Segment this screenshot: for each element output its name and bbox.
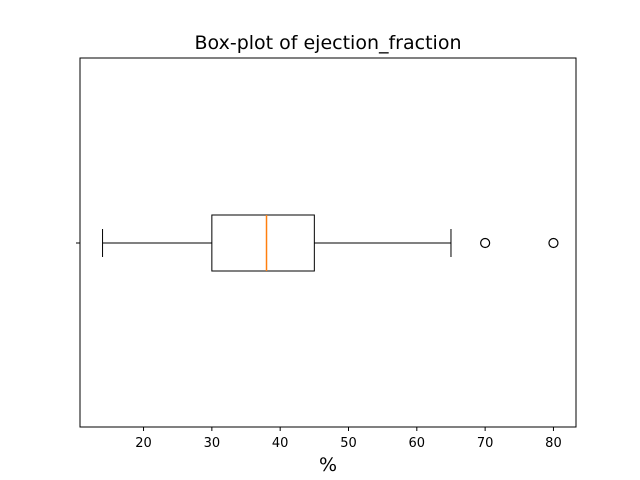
- iqr-box: [211, 214, 315, 272]
- x-axis-label: %: [319, 454, 337, 476]
- outlier-point: [548, 237, 559, 249]
- x-tick-label: 40: [272, 436, 289, 451]
- chart-title: Box-plot of ejection_fraction: [195, 32, 462, 54]
- x-tick-label: 70: [477, 436, 494, 451]
- box-group: [102, 214, 559, 272]
- outlier-point: [480, 237, 491, 249]
- x-tick-label: 30: [204, 436, 221, 451]
- x-tick-label: 50: [340, 436, 357, 451]
- x-axis-ticks: 20 30 40 50 60 70 80: [76, 242, 562, 451]
- x-tick-label: 60: [409, 436, 426, 451]
- x-tick-label: 20: [135, 436, 152, 451]
- x-tick-label: 80: [545, 436, 562, 451]
